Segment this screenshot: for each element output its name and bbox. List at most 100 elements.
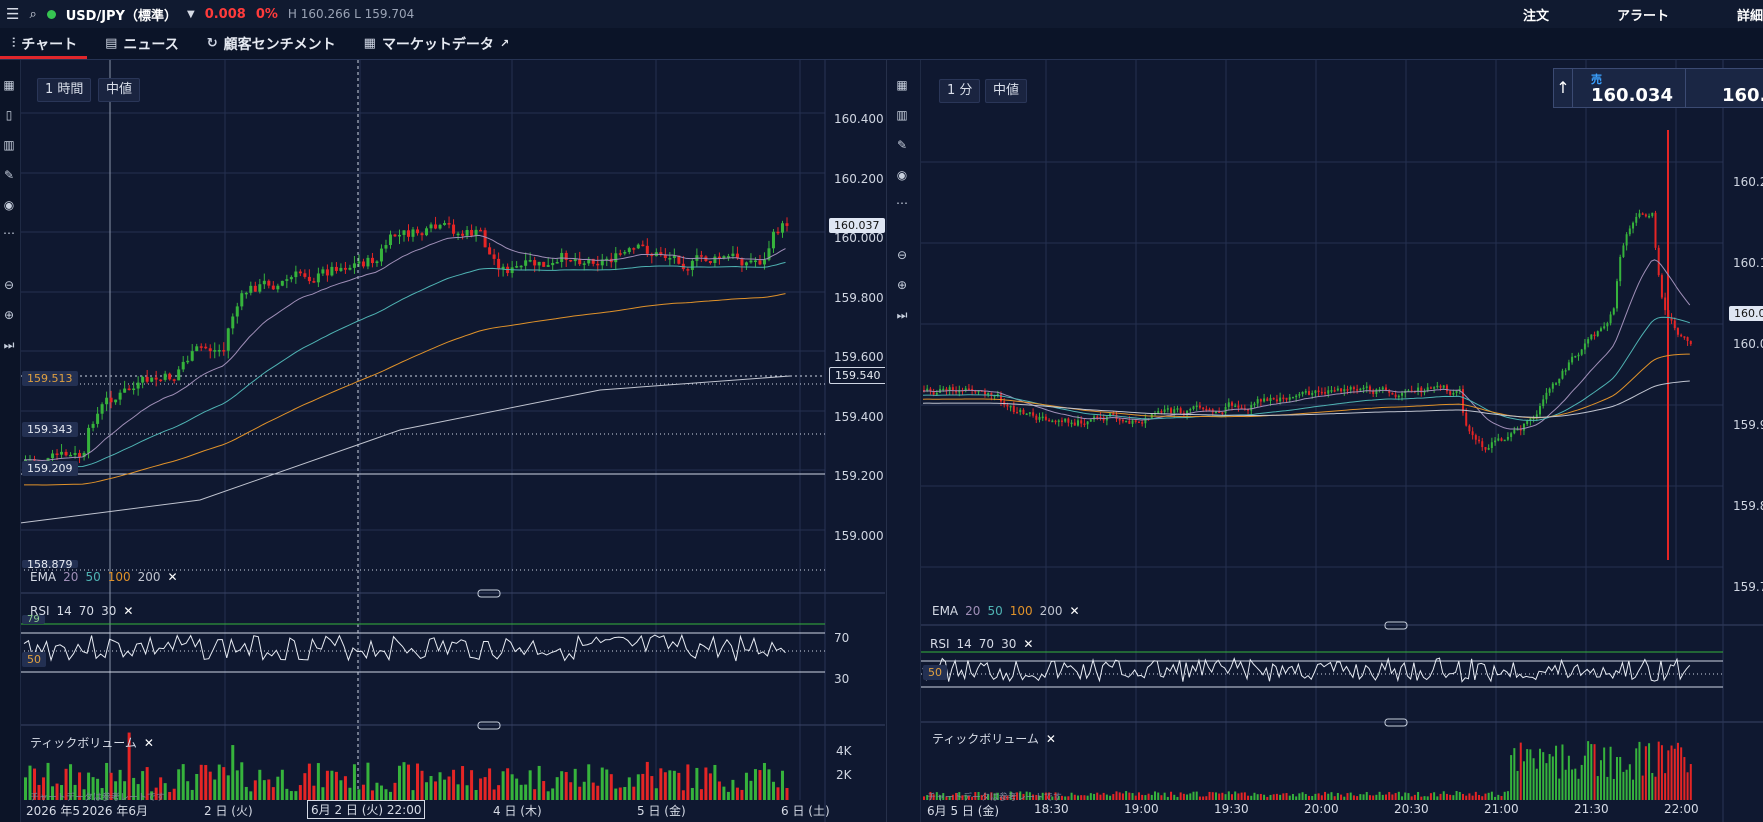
volume-bar [1593, 744, 1596, 800]
candle [411, 229, 415, 237]
volume-bar [708, 773, 712, 800]
volume-bar [1128, 792, 1131, 800]
symbol-title[interactable]: USD/JPY（標準） [65, 8, 177, 24]
volume-bar [172, 788, 176, 800]
close-icon[interactable]: ✕ [1069, 604, 1080, 618]
interval-button[interactable]: 1 時間 [37, 78, 92, 102]
pencil-icon[interactable]: ✎ [896, 138, 908, 152]
price-type-button[interactable]: 中値 [98, 78, 141, 102]
close-icon[interactable]: ✕ [167, 570, 178, 584]
sell-button[interactable]: 売 160.034 [1573, 69, 1686, 107]
volume-bar [1622, 771, 1625, 800]
volume-bar [713, 764, 717, 800]
price-label: 159.80 [1733, 499, 1763, 513]
volume-bar [1644, 746, 1647, 800]
volume-bar [1577, 778, 1580, 800]
close-icon[interactable]: ✕ [123, 604, 134, 618]
volume-bar [1186, 794, 1189, 800]
volume-bar [632, 786, 636, 800]
volume-bar [321, 787, 325, 800]
volume-bar [1279, 794, 1282, 800]
volume-bar [528, 770, 532, 800]
candle [771, 231, 775, 249]
pencil-icon[interactable]: ✎ [3, 168, 15, 182]
volume-bar [1121, 793, 1124, 800]
candle [416, 229, 420, 234]
volume-bar [1641, 775, 1644, 800]
volume-bar [555, 777, 559, 800]
candle [1189, 408, 1192, 411]
volume-bar [1442, 791, 1445, 800]
eye-icon[interactable]: ◉ [896, 168, 908, 182]
tab-news[interactable]: ▤ ニュース [103, 28, 195, 59]
left-chart-panel[interactable]: ▦ ▯ ▥ ✎ ◉ ⋯ ⊖ ⊕ ⏭ 1 時間 中値 160.400 160.20… [0, 60, 885, 822]
candle [289, 277, 293, 280]
candle [145, 376, 149, 382]
candle [1628, 228, 1631, 235]
candle [974, 390, 977, 393]
search-icon[interactable]: ⌕ [29, 6, 37, 22]
zoom-out-icon[interactable]: ⊖ [896, 248, 908, 262]
more-icon[interactable]: ⋯ [896, 196, 908, 210]
volume-bar [971, 796, 974, 800]
tab-chart[interactable]: ⫶ チャート [0, 28, 93, 59]
candle [366, 257, 370, 267]
volume-bar [1558, 778, 1561, 800]
volume-bar [425, 782, 429, 800]
volume-bar [1516, 770, 1519, 800]
volume-bar [1182, 793, 1185, 800]
close-icon[interactable]: ✕ [1045, 731, 1056, 746]
volume-bar [1205, 796, 1208, 800]
volume-bar [109, 772, 113, 800]
skip-end-icon[interactable]: ⏭ [896, 308, 908, 322]
volume-bar [1179, 792, 1182, 800]
skip-end-icon[interactable]: ⏭ [3, 338, 15, 352]
eye-icon[interactable]: ◉ [3, 198, 15, 212]
right-chart-canvas[interactable] [887, 60, 1763, 822]
close-icon[interactable]: ✕ [143, 735, 154, 750]
candle [375, 261, 379, 264]
hamburger-icon[interactable]: ☰ [6, 5, 20, 23]
buy-button[interactable]: 買 160.038 [1686, 69, 1763, 107]
volume-bar [1314, 793, 1317, 800]
volume-bar [294, 791, 298, 800]
pane-resize-handle [1384, 621, 1408, 630]
volume-bar [438, 772, 442, 800]
candle [971, 388, 974, 391]
candle [154, 377, 158, 380]
volume-bar [1044, 792, 1047, 800]
right-chart-panel[interactable]: ▦ ▥ ✎ ◉ ⋯ ⊖ ⊕ ⏭ 1 分 中値 160.20 160.10 160… [886, 60, 1763, 822]
price-label: 159.600 [834, 350, 884, 364]
left-chart-canvas[interactable] [0, 60, 885, 822]
interval-button[interactable]: 1 分 [939, 79, 981, 103]
zoom-out-icon[interactable]: ⊖ [3, 278, 15, 292]
close-icon[interactable]: ✕ [1023, 637, 1034, 651]
price-label: 160.400 [834, 112, 884, 126]
volume-bar [235, 770, 239, 800]
more-icon[interactable]: ⋯ [3, 226, 15, 240]
zoom-in-icon[interactable]: ⊕ [896, 278, 908, 292]
bar-chart-icon[interactable]: ▥ [3, 138, 15, 152]
tab-market-data[interactable]: ▦ マーケットデータ ↗ [362, 28, 526, 59]
ema-legend: EMA 20 50 100 200 ✕ [932, 604, 1080, 618]
time-label: 6月 5 日 (金) [927, 804, 1000, 818]
calculator-icon[interactable]: ▦ [896, 78, 908, 92]
alert-link[interactable]: アラート [1616, 8, 1669, 24]
ema-20-line [922, 259, 1691, 430]
price-change-pct: 0% [255, 6, 278, 22]
candle [208, 348, 212, 352]
bar-chart-icon[interactable]: ▥ [896, 108, 908, 122]
tab-sentiment[interactable]: ↻ 顧客センチメント [205, 28, 352, 59]
candle [96, 413, 100, 424]
price-type-button[interactable]: 中値 [985, 79, 1028, 103]
volume-bar [240, 762, 244, 800]
detail-link[interactable]: 詳細 [1736, 8, 1763, 24]
symbol-dropdown-icon[interactable]: ▼ [186, 8, 195, 20]
volume-bar [190, 789, 194, 800]
calculator-icon[interactable]: ▦ [3, 78, 15, 92]
candle [1410, 390, 1413, 392]
order-link[interactable]: 注文 [1522, 8, 1549, 24]
zoom-in-icon[interactable]: ⊕ [3, 308, 15, 322]
panel-icon[interactable]: ▯ [5, 108, 13, 122]
volume-level: 4K [836, 744, 852, 758]
